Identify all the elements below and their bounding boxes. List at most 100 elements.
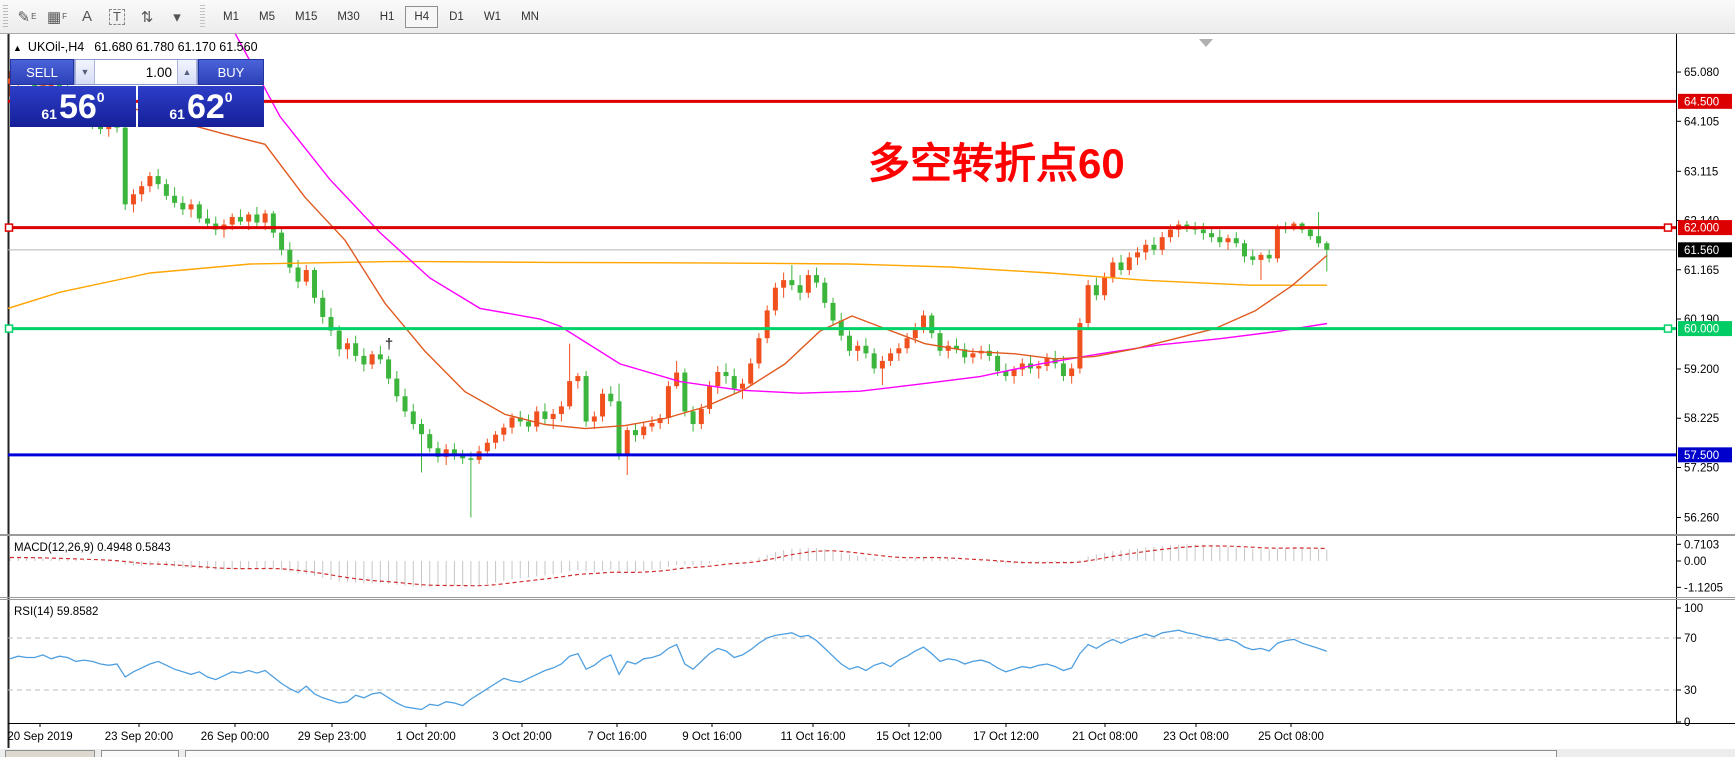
chart-draw-e-icon[interactable]: ✎ E [17, 8, 37, 26]
rsi-line [9, 629, 1328, 711]
text-a-icon[interactable]: A [81, 8, 92, 25]
buy-price-sup: 0 [224, 89, 233, 105]
svg-text:0: 0 [1684, 717, 1690, 729]
macd-signal-line [10, 545, 1327, 587]
ohlc-label: 61.680 61.780 61.170 61.560 [94, 40, 258, 54]
svg-text:21 Oct 08:00: 21 Oct 08:00 [1072, 731, 1138, 743]
toolbar-grip[interactable] [3, 4, 8, 29]
svg-text:20 Sep 2019: 20 Sep 2019 [7, 731, 72, 743]
price-badge [1678, 93, 1732, 109]
svg-text:0.00: 0.00 [1684, 556, 1706, 568]
rsi-axis: 100 70 30 0 [1676, 603, 1703, 729]
timeframe-M5[interactable]: M5 [258, 10, 275, 23]
macd-label: MACD(12,26,9) 0.4948 0.5843 [14, 542, 171, 554]
svg-text:65.080: 65.080 [1684, 67, 1719, 79]
volume-up-icon[interactable]: ▲ [177, 60, 197, 84]
svg-text:25 Oct 08:00: 25 Oct 08:00 [1258, 731, 1324, 743]
svg-text:7 Oct 16:00: 7 Oct 16:00 [587, 731, 646, 743]
svg-text:30: 30 [1684, 685, 1697, 697]
svg-text:29 Sep 23:00: 29 Sep 23:00 [298, 731, 366, 743]
svg-text:-1.1205: -1.1205 [1684, 582, 1723, 594]
dagger-marker: † [385, 336, 393, 353]
svg-text:70: 70 [1684, 633, 1697, 645]
symbol-label: UKOil-,H4 [27, 40, 85, 54]
svg-text:60.000: 60.000 [1684, 324, 1719, 336]
rsi-label: RSI(14) 59.8582 [14, 606, 98, 618]
macd-axis: 0.7103 0.00 -1.1205 [1676, 539, 1723, 594]
svg-text:3 Oct 20:00: 3 Oct 20:00 [492, 731, 551, 743]
ma_orange-line [8, 260, 1327, 310]
timeframe-H4[interactable]: H4 [405, 5, 439, 28]
timeframe-H1[interactable]: H1 [379, 10, 395, 23]
macd-panel [9, 544, 1328, 588]
dropdown-caret-icon[interactable]: ▾ [173, 8, 181, 26]
hline-handle[interactable] [4, 324, 14, 333]
sell-price-sup: 0 [96, 89, 105, 105]
svg-text:59.200: 59.200 [1684, 364, 1719, 376]
timeframe-M30[interactable]: M30 [337, 10, 360, 23]
svg-text:56.260: 56.260 [1684, 512, 1719, 524]
svg-text:64.105: 64.105 [1684, 116, 1719, 128]
hlines-layer[interactable] [4, 99, 1677, 457]
moving-averages-layer [8, 34, 1328, 430]
volume-stepper: ▼ 1.00 ▲ [74, 59, 198, 85]
hline-handle[interactable] [4, 223, 14, 232]
svg-text:64.500: 64.500 [1684, 96, 1719, 108]
price-badge [1678, 220, 1732, 236]
arrange-arrows-icon[interactable]: ⇅ [140, 8, 154, 26]
timeframe-M15[interactable]: M15 [294, 10, 318, 23]
sell-price-tile[interactable]: 61 56 0 [10, 86, 136, 127]
toolbar-separator [200, 4, 205, 29]
svg-text:63.115: 63.115 [1684, 166, 1718, 178]
svg-text:58.225: 58.225 [1684, 413, 1719, 425]
svg-text:23 Sep 20:00: 23 Sep 20:00 [105, 731, 173, 743]
bottom-tab[interactable] [101, 750, 179, 757]
svg-text:61.560: 61.560 [1684, 245, 1719, 257]
svg-text:62.000: 62.000 [1684, 223, 1719, 235]
svg-text:100: 100 [1684, 603, 1703, 615]
bottom-scrollbar[interactable] [185, 750, 1557, 757]
sell-button[interactable]: SELL [10, 59, 74, 85]
timeframe-W1[interactable]: W1 [483, 10, 502, 23]
svg-text:57.500: 57.500 [1684, 450, 1719, 462]
price-badge [1678, 321, 1732, 337]
svg-text:23 Oct 08:00: 23 Oct 08:00 [1163, 731, 1229, 743]
textbox-t-icon[interactable]: T [102, 4, 132, 30]
price-badge [1678, 447, 1732, 463]
grid-f-icon[interactable]: ▦ F [46, 8, 68, 26]
chart-annotation-text: 多空转折点60 [868, 140, 1125, 187]
hline-handle[interactable] [1663, 324, 1673, 333]
timeframe-D1[interactable]: D1 [449, 10, 464, 23]
chart-shift-marker-icon[interactable] [1199, 39, 1213, 47]
sell-price-prefix: 61 [41, 106, 57, 122]
svg-text:9 Oct 16:00: 9 Oct 16:00 [682, 731, 741, 743]
trade-widget: SELL ▼ 1.00 ▲ BUY 61 56 0 61 62 0 [10, 59, 264, 127]
buy-button[interactable]: BUY [198, 59, 264, 85]
timeframe-M1[interactable]: M1 [223, 10, 239, 23]
toolbar: ✎ E ▦ F A T ⇅ ▾ M1 M5 M15 M30 H1 H4 D1 W1 MN [0, 0, 1735, 34]
price-badge [1678, 242, 1732, 258]
sell-price-big: 56 [58, 87, 97, 126]
svg-text:1 Oct 20:00: 1 Oct 20:00 [396, 731, 455, 743]
svg-text:15 Oct 12:00: 15 Oct 12:00 [876, 731, 942, 743]
ma_red-line [9, 77, 1328, 430]
volume-down-icon[interactable]: ▼ [75, 60, 95, 84]
svg-text:0.7103: 0.7103 [1684, 539, 1719, 551]
svg-text:17 Oct 12:00: 17 Oct 12:00 [973, 731, 1039, 743]
time-axis: 20 Sep 2019 23 Sep 20:00 26 Sep 00:00 29 Se… [7, 723, 1324, 743]
bottom-tab[interactable] [5, 750, 95, 757]
bottom-bar [0, 749, 1735, 757]
svg-text:57.250: 57.250 [1684, 462, 1719, 474]
volume-input[interactable]: 1.00 [145, 64, 172, 80]
svg-text:11 Oct 16:00: 11 Oct 16:00 [781, 731, 846, 743]
buy-price-prefix: 61 [169, 106, 185, 122]
timeframe-MN[interactable]: MN [521, 10, 539, 23]
buy-price-tile[interactable]: 61 62 0 [138, 86, 264, 127]
svg-text:61.165: 61.165 [1684, 265, 1719, 277]
buy-price-big: 62 [186, 87, 225, 126]
collapse-arrow-icon[interactable]: ▲ [13, 43, 22, 53]
chart-title: ▲ UKOil-,H4 61.680 61.780 61.170 61.560 [13, 40, 258, 54]
hline-handle[interactable] [1663, 223, 1673, 232]
